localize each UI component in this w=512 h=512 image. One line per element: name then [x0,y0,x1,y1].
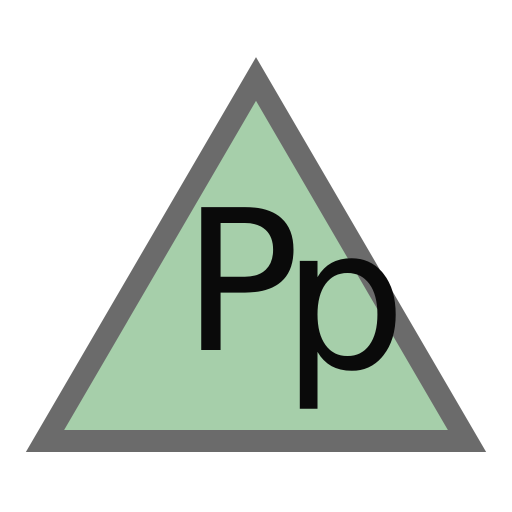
lowercase-letter: p [282,187,406,415]
triangle-shape [25,57,487,452]
uppercase-letter: P [182,169,300,397]
